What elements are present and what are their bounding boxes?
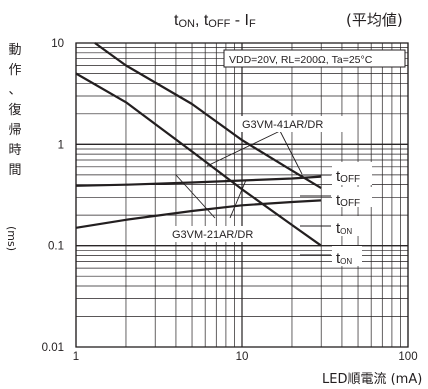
series-group (75, 42, 322, 247)
svg-text:tOFF: tOFF (336, 192, 360, 209)
y-tick-label: 1 (58, 139, 64, 151)
y-axis-label-char: 、 (8, 83, 21, 98)
y-axis-label-char: 帰 (8, 122, 21, 138)
y-tick-labels: 10 1 0.1 0.01 (42, 38, 64, 354)
y-axis-label-char: 動 (8, 43, 21, 58)
svg-text:tOFF: tOFF (336, 168, 360, 185)
y-axis-label-char: 間 (8, 163, 21, 178)
x-axis-label: LED順電流 (mA) (322, 372, 422, 387)
chart-title: tON, tOFF - IF (174, 12, 256, 30)
svg-text:tON: tON (336, 220, 352, 237)
x-tick-label: 100 (398, 351, 417, 363)
series-line-2 (94, 42, 322, 190)
x-tick-label: 10 (236, 351, 249, 363)
x-tick-label: 1 (73, 351, 79, 363)
series-line-1 (75, 199, 322, 229)
y-tick-label: 0.01 (42, 342, 64, 354)
y-axis-label-char: 復 (8, 102, 21, 118)
annotation-41: G3VM-41AR/DR (242, 119, 323, 131)
leader-lines (175, 130, 331, 256)
chart-subtitle: (平均値) (346, 11, 403, 29)
annotation-21: G3VM-21AR/DR (172, 229, 253, 241)
series-labels: tOFF tOFF tON tON (332, 162, 372, 267)
condition-box (223, 49, 406, 68)
annotation-41-bg (240, 116, 350, 132)
y-axis-unit: (ms) (5, 226, 18, 251)
y-axis-label-char: 時 (8, 143, 21, 158)
x-tick-labels: 1 10 100 (73, 351, 418, 363)
condition-text: VDD=20V, RL=200Ω, Ta=25°C (229, 54, 373, 66)
series-line-0 (75, 175, 322, 187)
series-line-3 (75, 72, 322, 247)
svg-text:tON: tON (336, 250, 352, 267)
annotation-21-bg (160, 226, 280, 242)
plot-frame (75, 42, 409, 348)
y-axis-label-char: 作 (8, 63, 21, 78)
y-tick-label: 0.1 (48, 241, 64, 253)
y-tick-label: 10 (51, 38, 64, 50)
